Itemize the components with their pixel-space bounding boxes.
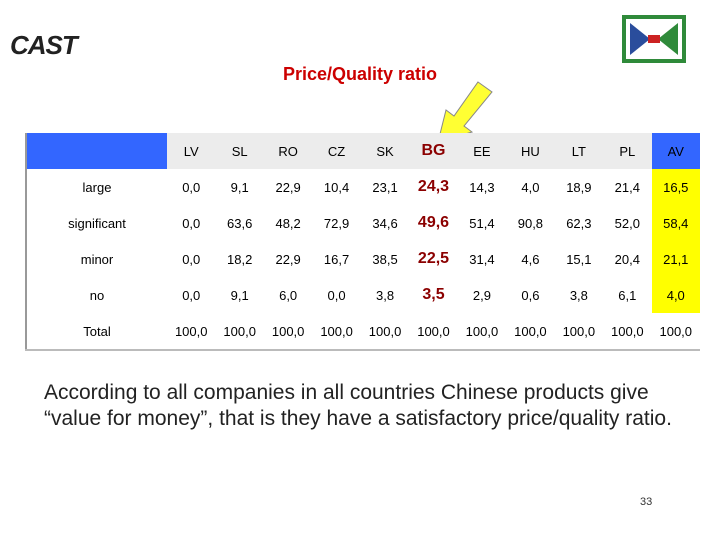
table-cell: 72,9 xyxy=(323,215,350,231)
table-cell: 3,8 xyxy=(569,287,588,303)
table-cell: 3,8 xyxy=(376,287,395,303)
table-cell: no xyxy=(89,287,105,303)
table-cell: 100,0 xyxy=(271,323,305,339)
logo-graphic xyxy=(622,15,686,63)
table-cell: 0,6 xyxy=(521,287,540,303)
table-cell: SK xyxy=(360,133,410,169)
table-cell: 4,0 xyxy=(521,179,540,195)
table-cell: 0,0 xyxy=(182,251,201,267)
table-cell: 22,5 xyxy=(417,250,450,267)
table-cell: 62,3 xyxy=(566,215,592,231)
table-cell: 10,4 xyxy=(323,179,350,195)
table-cell: 100,0 xyxy=(368,323,402,339)
table-cell: LV xyxy=(167,133,216,169)
table-cell: 48,2 xyxy=(275,215,301,231)
table-cell: 100,0 xyxy=(465,323,499,339)
table-cell: 51,4 xyxy=(469,215,495,231)
table-cell: CZ xyxy=(312,133,361,169)
page-number: 33 xyxy=(640,496,653,508)
table-cell: 100,0 xyxy=(562,323,596,339)
table-cell: HU xyxy=(506,133,555,169)
table-cell: 49,6 xyxy=(417,214,450,231)
table-cell: 100,0 xyxy=(417,323,450,339)
table-cell: 9,1 xyxy=(230,179,249,195)
table-row: no 0,0 9,1 6,0 0,0 3,8 3,5 2,9 0,6 3,8 6,1 4,0 xyxy=(26,277,700,313)
table-cell: 18,9 xyxy=(566,179,592,195)
table-cell: 31,4 xyxy=(469,251,495,267)
table: LV SL RO CZ SK BG EE HU LT PL AV large 0,0 9,1 22,9 10… xyxy=(25,133,700,351)
table-cell: 34,6 xyxy=(372,215,398,231)
body-text: According to all companies in all countr… xyxy=(44,381,672,430)
table-cell: 16,7 xyxy=(323,251,350,267)
table-cell: 0,0 xyxy=(182,215,201,231)
table-cell: AV xyxy=(651,133,700,169)
table-cell: EE xyxy=(457,133,507,169)
table-cell: 6,0 xyxy=(279,287,298,303)
table-cell: RO xyxy=(263,133,313,169)
table-cell: 90,8 xyxy=(517,215,544,231)
table-cell: 63,6 xyxy=(227,215,253,231)
table-cell: 100,0 xyxy=(514,323,547,339)
table-cell: 20,4 xyxy=(614,251,640,267)
table-cell: BG xyxy=(409,133,458,169)
table-cell: 22,9 xyxy=(275,251,301,267)
table-row: minor 0,0 18,2 22,9 16,7 38,5 22,5 31,4 4,6 15,1 2… xyxy=(26,241,700,277)
table-cell: 0,0 xyxy=(182,179,201,195)
title: Price/Quality ratio xyxy=(282,64,438,84)
table-cell: significant xyxy=(68,215,126,231)
table-cell: Total xyxy=(83,323,111,339)
table-cell: 52,0 xyxy=(614,215,640,231)
table-cell: 100,0 xyxy=(174,323,208,339)
table-cell: 14,3 xyxy=(469,179,495,195)
table-cell: 0,0 xyxy=(327,287,346,303)
table-cell: 100,0 xyxy=(223,323,256,339)
table-row: large 0,0 9,1 22,9 10,4 23,1 24,3 14,3 4,0 18,9 21… xyxy=(26,169,700,205)
logo: CAST xyxy=(10,30,78,60)
table-cell: 24,3 xyxy=(417,178,450,195)
table-cell: 0,0 xyxy=(182,287,201,303)
table-cell: 22,9 xyxy=(275,179,301,195)
table-row: Total 100,0 100,0 100,0 100,0 100,0 100,0 100,0… xyxy=(26,313,700,350)
table-cell: 16,5 xyxy=(651,169,700,205)
table-cell: 2,9 xyxy=(472,287,491,303)
table-cell: 21,4 xyxy=(614,179,640,195)
table-cell: 4,0 xyxy=(651,277,700,313)
table-cell: 4,6 xyxy=(521,251,540,267)
table-cell: 21,1 xyxy=(651,241,700,277)
table-cell: 100,0 xyxy=(611,323,644,339)
table-row: significant 0,0 63,6 48,2 72,9 34,6 49,6 51,4 90… xyxy=(26,205,700,241)
table-cell: 23,1 xyxy=(372,179,398,195)
table-cell: 3,5 xyxy=(422,286,445,303)
table-cell: 58,4 xyxy=(651,205,700,241)
table-cell: minor xyxy=(80,251,114,267)
table-cell: LT xyxy=(554,133,604,169)
table-cell: 18,2 xyxy=(227,251,253,267)
table-cell: SL xyxy=(215,133,264,169)
table-cell: large xyxy=(82,179,112,195)
table-cell: 100,0 xyxy=(320,323,353,339)
table-cell: 6,1 xyxy=(618,287,637,303)
table-cell: 38,5 xyxy=(372,251,398,267)
table-cell: 9,1 xyxy=(230,287,249,303)
header-cell xyxy=(26,133,167,169)
table-cell: PL xyxy=(603,133,652,169)
table-cell: 15,1 xyxy=(566,251,592,267)
table-cell: 100,0 xyxy=(651,313,700,350)
